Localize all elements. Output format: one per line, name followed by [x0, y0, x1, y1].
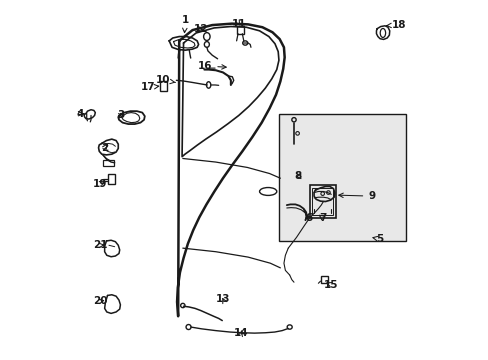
- Text: 5: 5: [372, 234, 383, 244]
- Bar: [107, 174, 115, 184]
- Text: 17: 17: [140, 82, 159, 93]
- Bar: [103, 160, 114, 166]
- Text: 10: 10: [155, 75, 175, 85]
- Text: 8: 8: [293, 171, 301, 181]
- Text: 13: 13: [215, 294, 230, 304]
- Bar: [321, 276, 327, 283]
- Text: 16: 16: [198, 61, 226, 71]
- Text: 3: 3: [117, 111, 124, 121]
- Text: 2: 2: [101, 143, 108, 153]
- Text: 19: 19: [93, 179, 107, 189]
- Text: 9: 9: [338, 191, 375, 201]
- Text: 12: 12: [193, 24, 207, 35]
- Text: 20: 20: [93, 296, 107, 306]
- Bar: [160, 81, 167, 91]
- Bar: [278, 114, 405, 241]
- Text: 21: 21: [93, 240, 107, 250]
- Text: 4: 4: [77, 109, 84, 119]
- Text: 6: 6: [305, 213, 312, 222]
- Text: 1: 1: [182, 15, 188, 33]
- Text: 11: 11: [231, 19, 246, 29]
- Bar: [236, 26, 244, 34]
- Text: 15: 15: [324, 280, 338, 290]
- Bar: [311, 188, 333, 215]
- Text: 18: 18: [386, 20, 406, 30]
- Text: 14: 14: [233, 328, 248, 338]
- Text: 7: 7: [318, 213, 325, 222]
- Bar: [309, 185, 335, 218]
